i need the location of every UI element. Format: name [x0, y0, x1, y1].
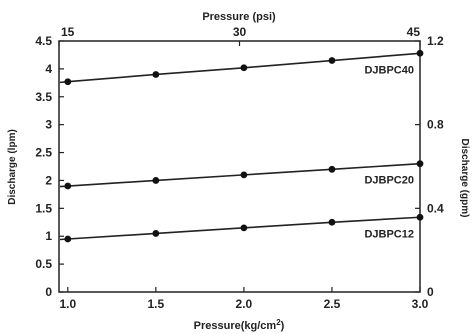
x-tick-label: 1.5 [148, 297, 165, 311]
x2-tick-label: 30 [233, 25, 247, 39]
series-label-djbpc20: DJBPC20 [364, 175, 414, 187]
series-points [64, 49, 424, 243]
x-axis-title: Pressure(kg/cm2) [194, 318, 285, 332]
data-point [152, 71, 160, 78]
x2-tick-label: 45 [407, 25, 421, 39]
x-axis-title-superscript: 2 [276, 318, 281, 327]
series-lines [59, 52, 421, 241]
y-tick-label: 2 [45, 173, 52, 187]
data-point [64, 78, 72, 86]
data-point [64, 235, 72, 243]
y-tick-label: 0.5 [35, 257, 52, 271]
data-point [64, 182, 72, 190]
tick-labels: 1.0 1.5 2.0 2.5 3.000.511.522.533.544.500.40… [35, 25, 444, 311]
data-point [416, 160, 424, 168]
x-tick-label: 2.5 [324, 297, 341, 311]
series-labels: DJBPC40 DJBPC20 DJBPC12 [364, 64, 414, 240]
y-tick-label: 2.5 [35, 146, 52, 160]
data-point [328, 165, 336, 173]
y2-tick-label: 1.2 [427, 34, 444, 48]
axis-ticks [58, 40, 421, 293]
data-point [240, 64, 248, 72]
x-axis-title-close: ) [281, 320, 285, 332]
series-label-djbpc12: DJBPC12 [364, 228, 414, 240]
top-axis-title: Pressure (psi) [202, 11, 276, 23]
data-point [416, 213, 424, 221]
y-tick-label: 4 [45, 62, 52, 76]
data-point [328, 218, 336, 226]
data-point [240, 224, 248, 232]
y-tick-label: 1.5 [35, 201, 52, 215]
series-label-djbpc40: DJBPC40 [364, 64, 414, 76]
y-tick-label: 1 [45, 229, 52, 243]
y-axis-title: Discharge (lpm) [7, 129, 18, 205]
x-tick-label: 2.0 [236, 297, 253, 311]
x-axis-title-text: Pressure(kg/cm [194, 320, 277, 332]
y2-tick-label: 0 [427, 285, 434, 299]
y-tick-label: 3.5 [35, 90, 52, 104]
y2-tick-label: 0.8 [427, 118, 444, 132]
data-point [152, 177, 160, 184]
data-point [416, 49, 424, 57]
data-point [328, 57, 336, 64]
y-tick-label: 3 [45, 118, 52, 132]
data-point [240, 171, 248, 179]
y2-axis-title: Discharge (gpm) [459, 139, 470, 218]
x-tick-label: 3.0 [412, 297, 429, 311]
y-tick-label: 4.5 [35, 34, 52, 48]
x2-tick-label: 15 [61, 25, 75, 39]
data-point [152, 230, 160, 237]
x-tick-label: 1.0 [59, 297, 76, 311]
y2-tick-label: 0.4 [427, 201, 444, 215]
y-tick-label: 0 [45, 285, 52, 299]
